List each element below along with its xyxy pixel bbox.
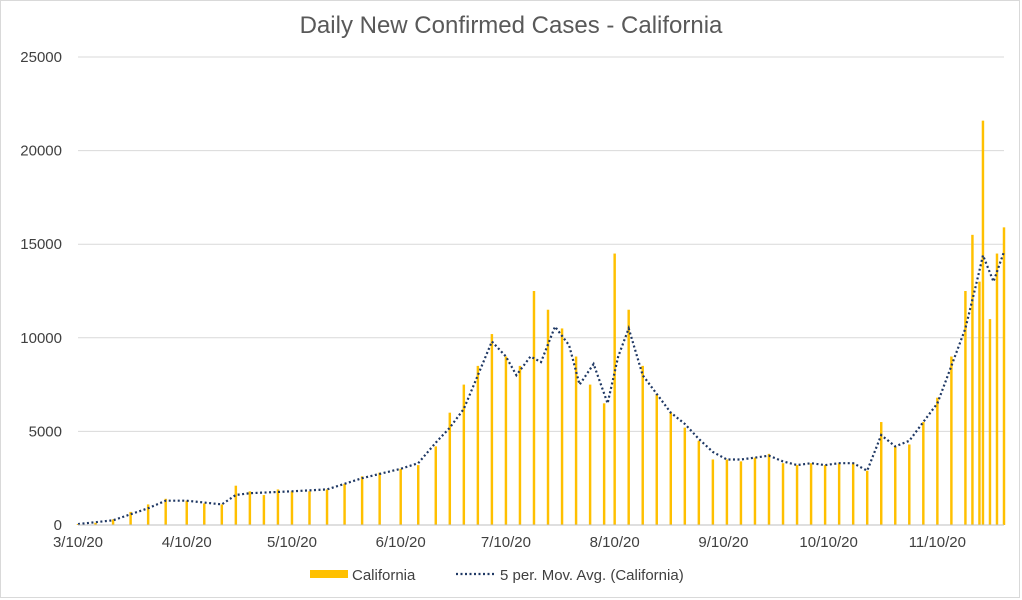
bar (248, 491, 252, 525)
bar (490, 334, 494, 525)
bar (399, 468, 402, 525)
bar (504, 356, 508, 525)
bar (448, 412, 452, 525)
y-tick-label: 5000 (29, 423, 62, 440)
x-tick-label: 3/10/20 (53, 534, 103, 551)
bar (880, 422, 883, 525)
x-tick-label: 5/10/20 (267, 534, 317, 551)
bar (1002, 227, 1006, 526)
x-axis-ticks: 3/10/20 4/10/20 5/10/20 6/10/20 7/10/20 8/10/… (53, 534, 966, 551)
bar (978, 281, 981, 525)
bar (476, 365, 480, 525)
bar (129, 511, 132, 525)
bar (641, 365, 644, 525)
bar (613, 253, 616, 525)
bar (262, 495, 266, 525)
bar (795, 465, 799, 525)
x-tick-label: 4/10/20 (162, 534, 212, 551)
bar (325, 489, 329, 525)
bar (725, 459, 729, 525)
bar (164, 498, 167, 525)
bar (532, 291, 536, 525)
bar (185, 500, 188, 525)
legend-label-california: California (352, 567, 416, 584)
bar (697, 440, 701, 525)
bar (378, 472, 381, 525)
bar-series (76, 120, 1006, 526)
bar (546, 309, 550, 525)
bar (995, 253, 999, 525)
bar (683, 427, 687, 525)
gridlines (78, 56, 1004, 432)
x-tick-label: 10/10/20 (799, 534, 857, 551)
y-tick-label: 0 (54, 517, 62, 534)
bar (781, 463, 785, 525)
bar (655, 393, 658, 525)
bar (922, 422, 925, 525)
bar (462, 384, 466, 525)
y-tick-label: 10000 (20, 330, 62, 347)
bar (711, 459, 715, 525)
bar (220, 504, 224, 525)
bar (417, 465, 420, 525)
moving-average-series (77, 251, 1006, 526)
x-tick-label: 7/10/20 (481, 534, 531, 551)
bar (276, 489, 280, 525)
y-tick-label: 25000 (20, 49, 62, 66)
x-tick-label: 8/10/20 (590, 534, 640, 551)
bar (908, 444, 911, 525)
bar (203, 503, 206, 525)
bar (981, 120, 985, 525)
bar (753, 457, 757, 525)
bar (588, 384, 592, 525)
bar (988, 319, 992, 525)
bar (290, 491, 294, 525)
bar (574, 356, 578, 525)
chart-title: Daily New Confirmed Cases - California (300, 12, 723, 39)
legend-swatch-california (310, 570, 348, 578)
legend: California 5 per. Mov. Avg. (California) (310, 567, 684, 584)
bar (971, 234, 974, 525)
bar (560, 328, 564, 525)
bar (950, 356, 953, 525)
y-tick-label: 15000 (20, 236, 62, 253)
bar (739, 461, 743, 525)
bar (360, 476, 364, 525)
bar (894, 446, 897, 525)
bar (111, 519, 115, 525)
bar (234, 485, 238, 525)
bar (94, 522, 97, 525)
y-axis-ticks: 0 5000 10000 15000 20000 25000 (20, 49, 62, 534)
bar (518, 365, 522, 525)
bar (936, 397, 939, 525)
legend-label-moving-average: 5 per. Mov. Avg. (California) (500, 567, 684, 584)
bar (837, 463, 841, 525)
bar (767, 453, 771, 525)
bar (308, 491, 311, 525)
bar (669, 412, 673, 525)
x-tick-label: 9/10/20 (698, 534, 748, 551)
x-tick-label: 11/10/20 (909, 534, 966, 551)
x-tick-label: 6/10/20 (376, 534, 426, 551)
bar (602, 403, 606, 525)
bar (809, 463, 813, 525)
bar (865, 470, 869, 525)
bar (343, 483, 346, 525)
bar (146, 504, 150, 525)
y-tick-label: 20000 (20, 143, 62, 160)
bar (627, 309, 630, 525)
moving-average-line (77, 251, 1006, 526)
bar (434, 446, 438, 525)
bar (964, 291, 967, 525)
bar (851, 463, 855, 525)
bar (823, 465, 827, 525)
